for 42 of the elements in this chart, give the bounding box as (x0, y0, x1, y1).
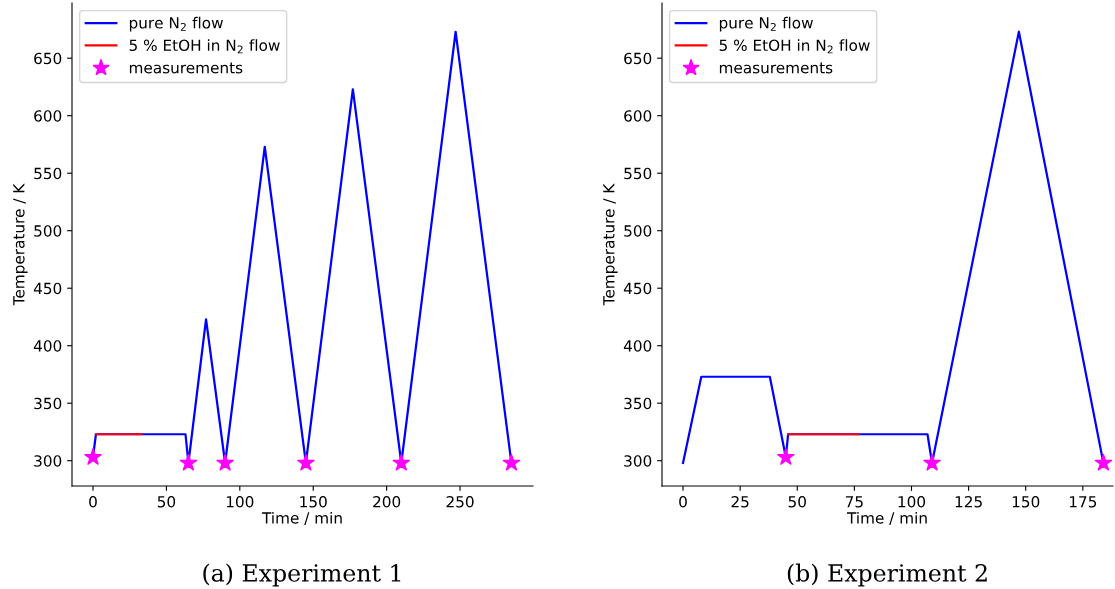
y-tick-label: 300 (624, 455, 652, 467)
y-tick-label: 400 (623, 340, 652, 352)
y-axis-title: Temperature / K (13, 183, 28, 306)
x-tick-label: 0 (679, 495, 687, 508)
y-tick-label: 450 (33, 282, 62, 295)
y-tick-label: 450 (623, 282, 652, 295)
y-tick-label: 550 (34, 167, 62, 180)
y-tick-label: 650 (624, 52, 652, 65)
y-tick-label: 300 (34, 455, 62, 467)
x-tick-label: 200 (373, 495, 401, 508)
x-tick-label: 100 (226, 495, 254, 508)
x-tick-label: 50 (157, 495, 176, 508)
text: (a) Experiment 1 (203, 563, 401, 587)
legend-label: pure N$_{2}$ flow (129, 16, 223, 32)
x-tick-label: 250 (446, 495, 474, 508)
y-tick-label: 600 (34, 110, 62, 122)
legend-label: measurements (719, 62, 833, 74)
x-tick-label: 100 (898, 495, 926, 508)
y-tick-label: 600 (624, 110, 652, 122)
y-axis-title: Temperature / K (603, 183, 618, 306)
x-tick-label: 150 (1012, 495, 1040, 508)
y-tick-label: 500 (34, 225, 62, 237)
x-axis-title: Time / min (846, 511, 927, 525)
legend-label: 5 % EtOH in N$_{2}$ flow (129, 39, 280, 54)
y-tick-label: 550 (624, 167, 652, 180)
legend-label: pure N$_{2}$ flow (719, 16, 813, 32)
y-tick-label: 350 (34, 397, 62, 410)
legend-label: 5 % EtOH in N$_{2}$ flow (719, 39, 870, 54)
x-tick-label: 75 (845, 496, 863, 508)
y-tick-label: 400 (33, 340, 62, 352)
y-tick-label: 500 (624, 225, 652, 237)
x-tick-label: 175 (1069, 496, 1097, 508)
legend-label: measurements (129, 62, 243, 74)
y-tick-label: 650 (34, 52, 62, 65)
x-tick-label: 0 (89, 495, 97, 508)
x-tick-label: 50 (788, 495, 806, 508)
x-tick-label: 150 (300, 495, 327, 508)
x-tick-label: 25 (731, 495, 749, 508)
text: (b) Experiment 2 (787, 563, 987, 587)
y-tick-label: 350 (624, 397, 652, 410)
x-tick-label: 125 (955, 495, 982, 508)
x-axis-title: Time / min (261, 511, 342, 525)
